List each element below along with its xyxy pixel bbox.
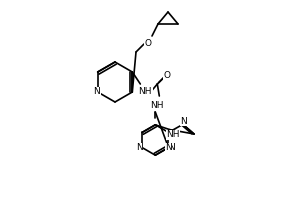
Text: N: N xyxy=(181,117,187,126)
Text: NH: NH xyxy=(166,130,179,139)
Text: NH: NH xyxy=(151,102,164,110)
Text: NH: NH xyxy=(139,88,152,97)
Text: N: N xyxy=(93,88,100,97)
Text: O: O xyxy=(164,72,171,80)
Text: O: O xyxy=(145,40,152,48)
Text: N: N xyxy=(168,143,175,152)
Text: N: N xyxy=(136,143,142,152)
Text: N: N xyxy=(165,143,172,152)
